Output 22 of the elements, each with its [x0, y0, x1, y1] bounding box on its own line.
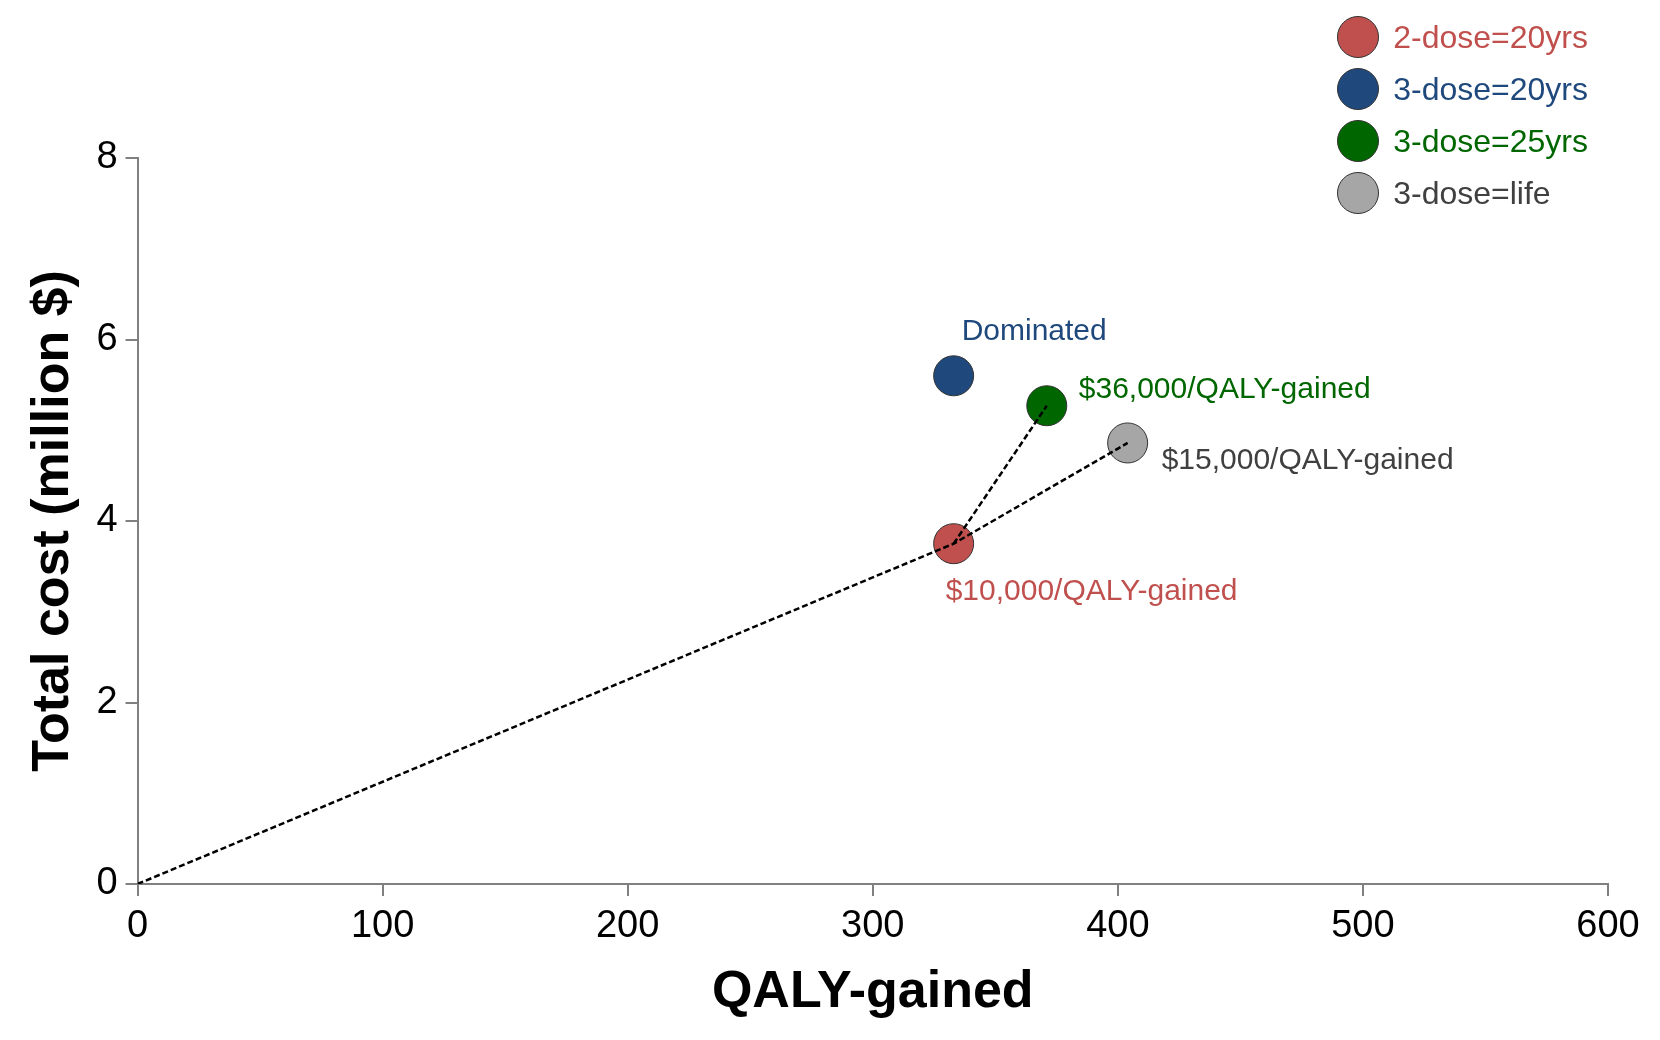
x-tick-label: 400	[1086, 903, 1150, 946]
y-tick-label: 4	[96, 497, 118, 540]
x-tick-label: 500	[1331, 903, 1395, 946]
legend-label: 2-dose=20yrs	[1393, 18, 1588, 56]
legend-label: 3-dose=25yrs	[1393, 122, 1588, 160]
x-tick-label: 100	[350, 903, 415, 946]
y-axis-title: Total cost (million $)	[20, 270, 79, 772]
y-tick-label: 8	[96, 134, 118, 177]
x-tick-label: 300	[841, 903, 905, 946]
annotation: Dominated	[961, 313, 1107, 347]
legend-label: 3-dose=20yrs	[1393, 70, 1588, 108]
x-tick-label: 200	[595, 903, 660, 946]
annotation: $10,000/QALY-gained	[945, 572, 1238, 606]
x-axis-title: QALY-gained	[711, 960, 1034, 1019]
annotation: $15,000/QALY-gained	[1161, 442, 1454, 476]
y-tick-label: 0	[96, 860, 118, 903]
x-tick-label: 0	[126, 903, 149, 946]
y-tick-label: 6	[96, 315, 118, 358]
x-tick-label: 600	[1576, 903, 1640, 946]
annotation: $36,000/QALY-gained	[1078, 371, 1371, 405]
legend-label: 3-dose=life	[1393, 174, 1551, 212]
y-tick-label: 2	[96, 678, 118, 721]
